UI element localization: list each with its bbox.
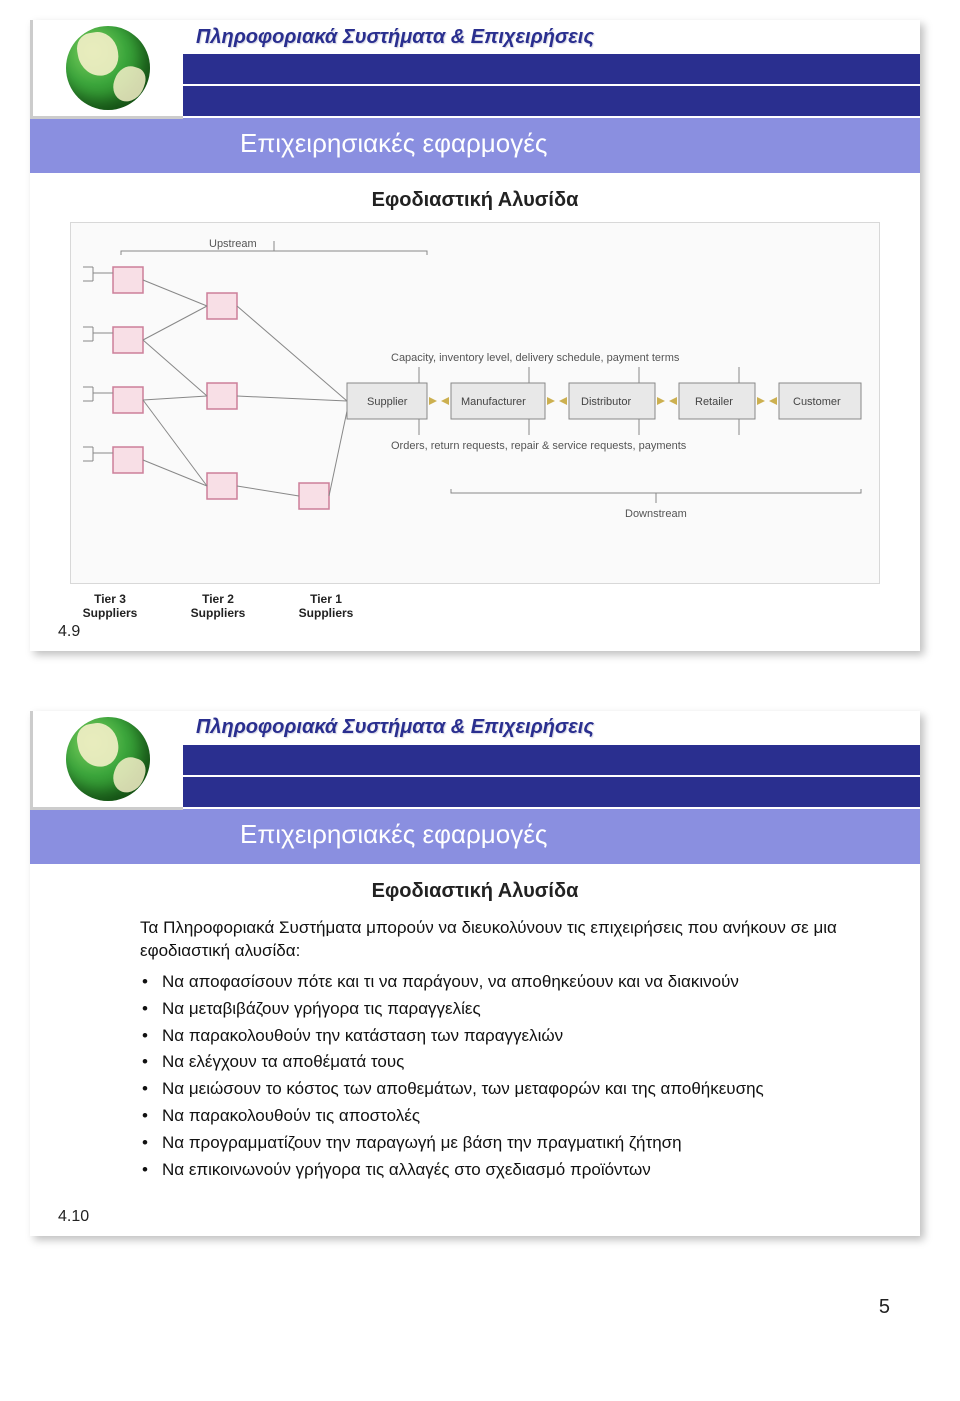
- slide-header: Πληροφοριακά Συστήματα & Επιχειρήσεις: [30, 20, 920, 84]
- tier1-group: [299, 483, 329, 509]
- section-heading: Εφοδιαστική Αλυσίδα: [30, 189, 920, 212]
- content-body: Τα Πληροφοριακά Συστήματα μπορούν να διε…: [30, 917, 920, 1182]
- slide-number-1: 4.9: [58, 623, 80, 641]
- title-bar: Πληροφοριακά Συστήματα & Επιχειρήσεις: [180, 20, 920, 84]
- downstream-label: Downstream: [625, 508, 687, 520]
- title-bar-2: Πληροφοριακά Συστήματα & Επιχειρήσεις: [180, 711, 920, 775]
- tier-connectors: [143, 280, 347, 496]
- header-title-2: Πληροφοριακά Συστήματα & Επιχειρήσεις: [196, 716, 594, 739]
- page-number: 5: [30, 1296, 930, 1319]
- slide-2: Πληροφοριακά Συστήματα & Επιχειρήσεις Επ…: [30, 711, 920, 1236]
- header-title: Πληροφοριακά Συστήματα & Επιχειρήσεις: [196, 26, 594, 49]
- slide-number-2: 4.10: [58, 1208, 89, 1226]
- tier3-label: Tier 3Suppliers: [76, 592, 144, 621]
- chain-3: Retailer: [695, 396, 733, 408]
- list-item: Να παρακολουθούν την κατάσταση των παραγ…: [140, 1025, 850, 1048]
- tier2-label: Tier 2Suppliers: [184, 592, 252, 621]
- chain-2: Distributor: [581, 396, 631, 408]
- globe-logo-box: [30, 20, 183, 119]
- chain-1: Manufacturer: [461, 396, 526, 408]
- chain-0: Supplier: [367, 396, 408, 408]
- tier2-group: [207, 293, 237, 499]
- bullet-list: Να αποφασίσουν πότε και τι να παράγουν, …: [140, 971, 850, 1183]
- upstream-label: Upstream: [209, 238, 257, 250]
- subtitle: Επιχειρησιακές εφαρμογές: [240, 128, 547, 158]
- slide-header-2: Πληροφοριακά Συστήματα & Επιχειρήσεις: [30, 711, 920, 775]
- list-item: Να ελέγχουν τα αποθέματά τους: [140, 1051, 850, 1074]
- blue-strip-2: [180, 775, 920, 809]
- top-note: Capacity, inventory level, delivery sche…: [391, 352, 680, 364]
- list-item: Να επικοινωνούν γρήγορα τις αλλαγές στο …: [140, 1159, 850, 1182]
- globe-icon: [66, 26, 150, 110]
- diagram-svg: Upstream: [79, 233, 879, 573]
- chain-4: Customer: [793, 396, 841, 408]
- list-item: Να προγραμματίζουν την παραγωγή με βάση …: [140, 1132, 850, 1155]
- blue-strip: [180, 84, 920, 118]
- globe-icon-2: [66, 717, 150, 801]
- subtitle-band: Επιχειρησιακές εφαρμογές: [30, 118, 920, 173]
- list-item: Να παρακολουθούν τις αποστολές: [140, 1105, 850, 1128]
- list-item: Να μεταβιβάζουν γρήγορα τις παραγγελίες: [140, 998, 850, 1021]
- tier3-group: [83, 267, 143, 473]
- tier1-label: Tier 1Suppliers: [292, 592, 360, 621]
- subtitle-2: Επιχειρησιακές εφαρμογές: [240, 819, 547, 849]
- bottom-note: Orders, return requests, repair & servic…: [391, 440, 687, 452]
- subtitle-band-2: Επιχειρησιακές εφαρμογές: [30, 809, 920, 864]
- globe-logo-box-2: [30, 711, 183, 810]
- tier-labels: Tier 3Suppliers Tier 2Suppliers Tier 1Su…: [76, 592, 920, 621]
- supply-chain-diagram: Upstream: [70, 222, 880, 584]
- list-item: Να μειώσουν το κόστος των αποθεμάτων, τω…: [140, 1078, 850, 1101]
- chain-row: Supplier Manufacturer Distributor Retail…: [347, 383, 861, 419]
- slide-1: Πληροφοριακά Συστήματα & Επιχειρήσεις Επ…: [30, 20, 920, 651]
- section-heading-2: Εφοδιαστική Αλυσίδα: [30, 880, 920, 903]
- list-item: Να αποφασίσουν πότε και τι να παράγουν, …: [140, 971, 850, 994]
- intro-text: Τα Πληροφοριακά Συστήματα μπορούν να διε…: [140, 917, 850, 963]
